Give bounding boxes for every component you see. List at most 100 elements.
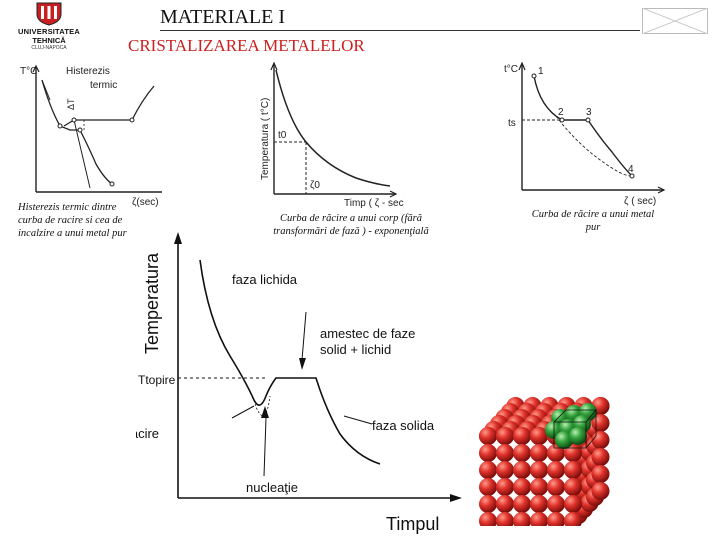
- tau0-label: ζ0: [310, 180, 320, 191]
- point-4: [629, 173, 635, 179]
- university-crest-icon: [36, 2, 62, 26]
- hysteresis-point: [129, 117, 135, 123]
- crystal-spheres: [479, 397, 610, 526]
- point-1-label: 1: [538, 66, 544, 77]
- atom-sphere: [513, 478, 531, 496]
- university-logo: UNIVERSITATEA TEHNICĂ CLUJ-NAPOCA: [6, 2, 116, 66]
- hysteresis-point: [71, 117, 77, 123]
- atom-sphere: [496, 427, 514, 445]
- atom-sphere: [591, 482, 610, 500]
- atom-sphere: [479, 444, 497, 462]
- unit-cell-outline: [553, 409, 597, 449]
- atom-sphere: [530, 461, 548, 479]
- logo-line-1: UNIVERSITATEA: [18, 27, 80, 36]
- atom-sphere: [547, 495, 565, 513]
- atom-sphere: [564, 461, 582, 479]
- atom-sphere: [530, 512, 548, 526]
- point-3: [585, 117, 591, 123]
- point-2: [559, 117, 565, 123]
- atom-sphere: [591, 431, 610, 449]
- delta-t-label: ΔT: [66, 98, 76, 110]
- hysteresis-caption: Histerezis termic dintre curba de racire…: [18, 202, 127, 239]
- melting-temp-label: Ttopire: [138, 373, 176, 387]
- nucleation-label: nucleaţie: [246, 480, 298, 495]
- pure-metal-curve: [533, 75, 633, 177]
- hysteresis-point: [109, 181, 115, 187]
- atom-sphere: [513, 461, 531, 479]
- solid-phase-label: faza solida: [372, 418, 435, 433]
- point-3-label: 3: [586, 107, 592, 118]
- atom-sphere: [479, 478, 497, 496]
- atom-sphere: [547, 478, 565, 496]
- atom-sphere: [513, 444, 531, 462]
- atom-sphere: [564, 495, 582, 513]
- page-title: MATERIALE I: [160, 6, 285, 28]
- cooling-curve: [41, 79, 113, 185]
- point-1: [531, 73, 537, 79]
- hysteresis-y-label: T°C: [20, 66, 37, 77]
- atom-sphere: [513, 512, 531, 526]
- exponential-curve: [275, 69, 391, 187]
- logo-line-2: TEHNICĂ: [32, 36, 66, 45]
- atom-sphere: [547, 512, 565, 526]
- main-x-label: Timpul: [386, 514, 439, 534]
- atom-sphere: [513, 427, 531, 445]
- atom-sphere: [513, 495, 531, 513]
- hysteresis-label-2: termic: [90, 80, 117, 91]
- hysteresis-x-label: ζ(sec): [132, 197, 159, 208]
- supercooling-dashed-curve: [253, 395, 271, 417]
- atom-sphere: [496, 461, 514, 479]
- logo-line-3: CLUJ-NAPOCA: [31, 45, 67, 51]
- atom-sphere: [496, 478, 514, 496]
- atom-sphere: [591, 448, 610, 466]
- nucleus-atom-sphere: [555, 431, 573, 449]
- pure-metal-cooling-diagram: t°C 1 2 3 4 ts ζ ( sec): [504, 61, 666, 207]
- atom-sphere: [496, 444, 514, 462]
- main-y-label: Temperatura: [142, 252, 162, 354]
- point-2-label: 2: [558, 107, 564, 118]
- atom-sphere: [496, 512, 514, 526]
- atom-sphere: [591, 465, 610, 483]
- liquid-phase-label: faza lichida: [232, 272, 298, 287]
- nucleus-atom-sphere: [569, 427, 587, 445]
- hysteresis-diagram: T°C Histerezis termic ΔT ζ(sec): [20, 64, 162, 208]
- atom-sphere: [530, 427, 548, 445]
- atom-sphere: [564, 512, 582, 526]
- t0-label: t0: [278, 130, 287, 141]
- title-underline: [160, 30, 640, 31]
- atom-sphere: [479, 495, 497, 513]
- extrapolated-curve: [555, 115, 633, 177]
- mixed-phase-label-2: solid + lichid: [320, 342, 391, 357]
- atom-sphere: [564, 478, 582, 496]
- exponential-cooling-diagram: Temperatura ( t°C) t0 ζ0 Timp ( ζ - sec): [260, 61, 404, 208]
- atom-sphere: [479, 512, 497, 526]
- hysteresis-label: Histerezis: [66, 66, 110, 77]
- hysteresis-point: [77, 127, 83, 133]
- main-cooling-curve: [199, 259, 381, 465]
- atom-sphere: [496, 495, 514, 513]
- slide-nav-icon[interactable]: [642, 8, 708, 34]
- point-4-label: 4: [628, 164, 634, 175]
- supercooling-label: supraracire: [136, 426, 159, 441]
- hysteresis-point: [57, 123, 63, 129]
- atom-sphere: [530, 495, 548, 513]
- heating-curve: [63, 85, 155, 127]
- exp-x-label: Timp ( ζ - sec): [344, 198, 404, 208]
- ts-label: ts: [508, 118, 516, 129]
- atom-sphere: [479, 427, 497, 445]
- pure-metal-caption: Curba de răcire a unui metal pur: [531, 209, 655, 233]
- atom-sphere: [547, 461, 565, 479]
- exp-y-label: Temperatura ( t°C): [260, 98, 271, 180]
- exponential-caption: Curba de răcire a unui corp (fără transf…: [273, 213, 429, 237]
- atom-sphere: [547, 444, 565, 462]
- atom-sphere: [530, 478, 548, 496]
- mixed-phase-label: amestec de faze: [320, 326, 415, 341]
- atom-sphere: [530, 444, 548, 462]
- page-subtitle: CRISTALIZAREA METALELOR: [128, 36, 365, 55]
- pure-y-label: t°C: [504, 64, 518, 75]
- atom-sphere: [479, 461, 497, 479]
- pure-x-label: ζ ( sec): [624, 196, 656, 207]
- nucleation-cooling-diagram: Temperatura Ttopire faza lichida amestec…: [136, 232, 462, 534]
- crystal-lattice-image: [479, 397, 610, 526]
- atom-sphere: [564, 444, 582, 462]
